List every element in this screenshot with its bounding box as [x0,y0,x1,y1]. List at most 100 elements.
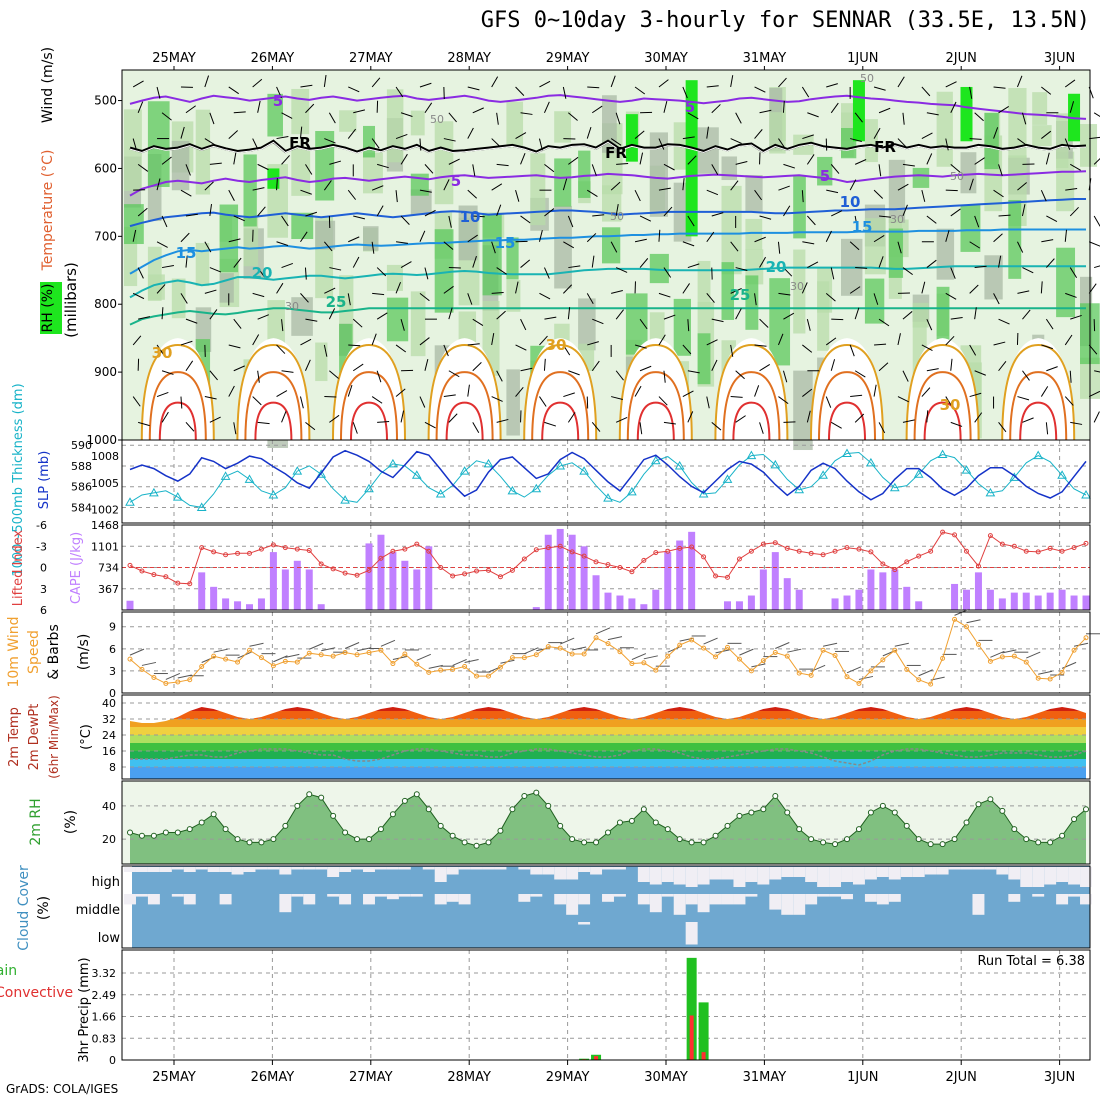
wind-barb [830,164,840,174]
y-tick-label: 0 [109,687,116,700]
freezing-level-inner [129,141,1087,154]
wind-barb [1040,189,1047,202]
wind-barb [1065,292,1077,298]
precip-panel-frame [121,949,1091,1061]
y-tick-label: 0 [109,1054,116,1067]
cloud-cell [1032,867,1045,887]
rh-marker [150,832,157,839]
lifted-marker [438,565,444,570]
cape-bar [1046,592,1054,610]
wind-barb [352,422,358,434]
rh-marker [425,806,432,813]
rh-dry-bulb [906,338,979,440]
cloud-cell [458,867,471,870]
lifted-marker [282,545,288,551]
wind-barb [539,80,551,88]
lifted-marker [641,557,647,563]
rh-cell [841,127,857,159]
contour-label: 30 [546,336,567,354]
rh-cell [315,220,336,250]
wind-barb [801,190,804,203]
wind-barb [472,164,476,177]
wind-barb [285,653,300,658]
thickness-marker [435,488,446,498]
rh-cell [1032,92,1048,125]
wind-barb [897,333,901,346]
cape-bar [556,528,564,610]
wind-barb [467,384,470,397]
rh-marker [927,841,934,848]
rh-marker [294,802,301,809]
credit-text: GrADS: COLA/IGES [6,1082,119,1096]
rh-marker [461,839,468,846]
wind-barb [998,255,1002,268]
wind-barb [161,411,169,423]
wind-barb [826,83,838,88]
wind-barb [711,164,719,176]
rh-legend-swatch [40,282,62,334]
y-tick-label: 32 [102,713,116,726]
wind-barb [1070,421,1083,425]
cape-bar [771,552,779,610]
wind-barb [562,344,571,356]
isotherm-warm [618,343,693,441]
wind-barb [156,391,169,398]
rh-cell [888,228,904,278]
wind-barb [213,648,228,653]
wind-barb [496,370,503,382]
wind-barb [639,258,649,268]
cloud-cell [972,894,985,915]
wind-barb [281,215,289,227]
precip-panel: 3.32 2.49 1.66 0.83 0 Run Total = 6.38 [92,950,1090,1067]
wind-barb [419,337,430,346]
wind-barb [299,396,304,409]
cape-bar [747,595,755,610]
wind-barb [1065,187,1078,191]
wind-barb [491,333,495,346]
wind-barb [156,344,165,356]
wind-barb [1064,229,1068,242]
rh-dry-bulb [1002,338,1075,440]
wind-barb [352,256,360,268]
cape-bar [305,569,313,610]
cloud-row-bg [132,921,1090,948]
lifted-marker [617,565,623,570]
rh-marker [903,822,910,829]
wind-marker [557,645,563,651]
wind-barb [567,307,571,320]
wind-barb [257,267,266,278]
wind-marker [892,647,898,653]
cloud-cell [219,867,232,872]
wind-barb [682,344,692,355]
wind-barb [854,159,867,165]
wind-barb [945,81,957,88]
cloud-cell [996,867,1009,875]
cloud-cell [1080,867,1092,887]
wind-barb [610,241,618,253]
wind-barb [353,215,366,220]
wind-marker [378,647,384,653]
wind-barb [894,642,909,647]
wind-marker [820,647,826,653]
cape-bar [544,534,552,610]
wind-barb [321,647,336,652]
wind-barb [830,359,836,371]
wind-barb [1046,366,1058,372]
cloud-cell [649,894,662,913]
rh-cell [602,95,617,153]
isotherm-warm [435,371,494,441]
rh-marker [760,806,767,813]
y-tick-label-left: -3 [36,540,47,553]
wind-barb [329,414,340,423]
wind-barb [161,307,164,320]
thickness-marker [627,486,637,496]
cloud-cell [171,867,184,870]
isotherm-warm [340,371,398,441]
rh-cell-bright [625,114,638,162]
rh-marker [616,819,623,826]
lifted-marker [760,541,766,547]
wind-barb [1094,265,1100,269]
wind-marker [605,641,611,647]
rh-marker [712,832,719,839]
wind-barb [998,105,1009,114]
